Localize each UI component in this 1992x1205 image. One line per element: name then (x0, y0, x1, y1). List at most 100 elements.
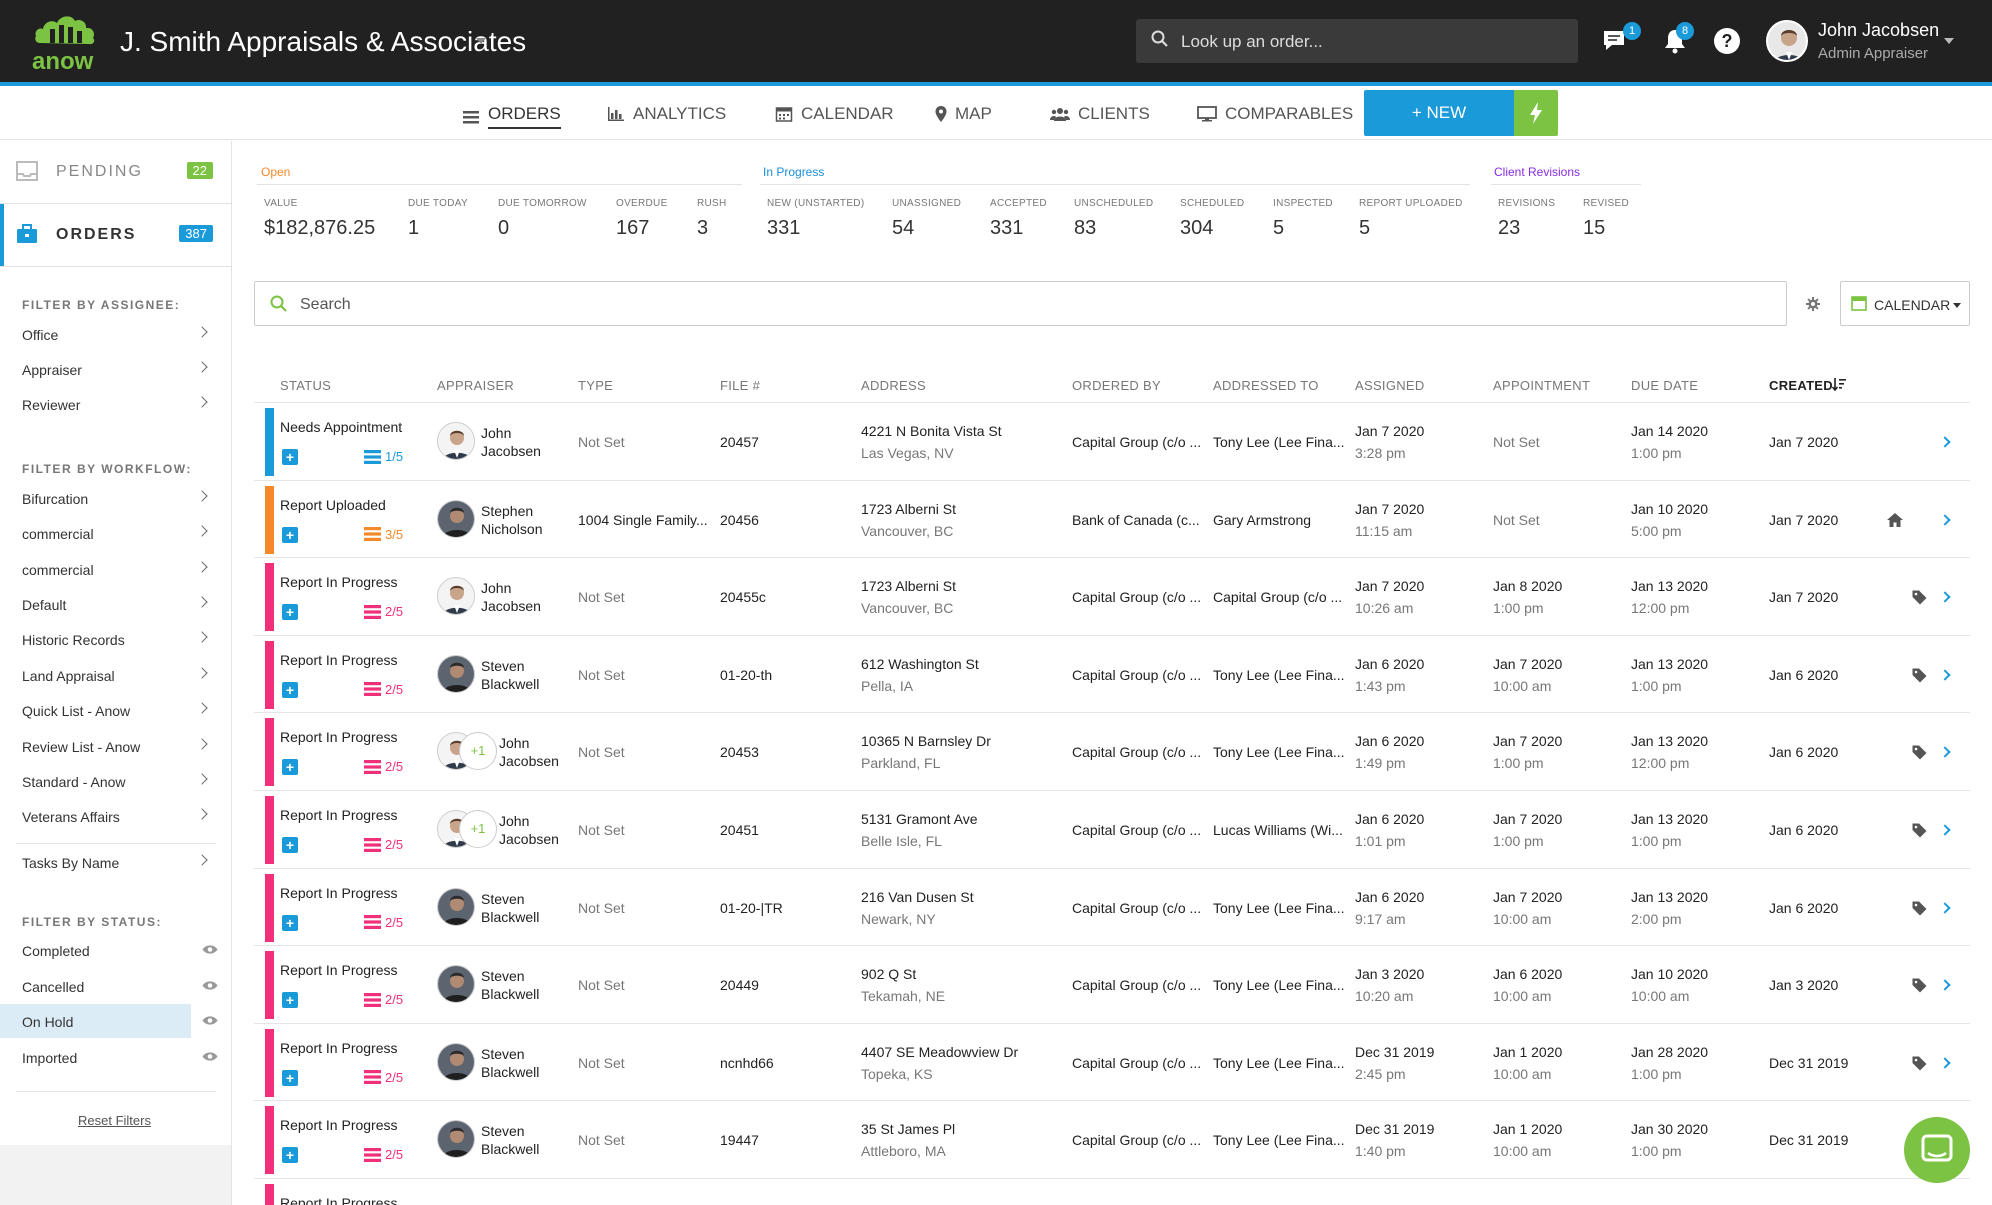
appraiser-name[interactable]: John Jacobsen (481, 579, 541, 615)
tab-calendar[interactable]: CALENDAR (775, 104, 894, 124)
appraiser-name[interactable]: Steven Blackwell (481, 967, 539, 1003)
chevron-right-icon[interactable] (1939, 513, 1951, 526)
task-progress[interactable]: 2/5 (364, 915, 403, 930)
appraiser-name[interactable]: Steven Blackwell (481, 1045, 539, 1081)
table-row[interactable]: Report In Progress +2/5 Steven Blackwell Not… (254, 1022, 1970, 1100)
stat-value[interactable]: 15 (1583, 217, 1606, 239)
chevron-right-icon[interactable] (1939, 669, 1951, 681)
tag-icon[interactable] (1912, 978, 1927, 993)
reset-filters-link[interactable]: Reset Filters (78, 1113, 151, 1128)
expand-tasks-button[interactable]: + (282, 1069, 298, 1086)
company-caret-icon[interactable] (476, 38, 486, 44)
filter-assignee-office[interactable]: Office (0, 317, 231, 351)
table-row[interactable]: Report In Progress +2/5 Steven Blackwell Not… (254, 634, 1970, 712)
appraiser-avatar[interactable] (437, 499, 475, 538)
eye-icon[interactable] (202, 1015, 218, 1026)
task-progress[interactable]: 3/5 (364, 527, 403, 542)
task-progress[interactable]: 2/5 (364, 604, 403, 619)
filter-workflow-item[interactable]: Land Appraisal (0, 658, 231, 692)
anow-logo[interactable]: anow (30, 9, 104, 73)
filter-status-cancelled[interactable]: Cancelled (0, 969, 231, 1003)
appraiser-avatar[interactable] (437, 965, 475, 1004)
column-header-addressed-to[interactable]: ADDRESSED TO (1213, 378, 1319, 393)
task-progress[interactable]: 1/5 (364, 449, 403, 464)
filter-workflow-item[interactable]: commercial (0, 552, 231, 586)
additional-appraisers-badge[interactable]: +1 (459, 732, 497, 771)
company-name[interactable]: J. Smith Appraisals & Associates (120, 26, 527, 57)
tag-icon[interactable] (1912, 1056, 1927, 1071)
column-header-due-date[interactable]: DUE DATE (1631, 378, 1699, 393)
stat-value[interactable]: 5 (1359, 217, 1371, 239)
stat-value[interactable]: 331 (767, 217, 801, 239)
stat-value[interactable]: 167 (616, 217, 650, 239)
home-icon[interactable] (1887, 512, 1903, 527)
chevron-right-icon[interactable] (1939, 979, 1951, 991)
chevron-right-icon[interactable] (1939, 1057, 1951, 1069)
task-progress[interactable]: 2/5 (364, 837, 403, 852)
calendar-view-button[interactable]: CALENDAR (1840, 281, 1970, 326)
filter-status-completed[interactable]: Completed (0, 933, 231, 967)
appraiser-avatar[interactable] (437, 654, 475, 693)
appraiser-name[interactable]: Steven Blackwell (481, 890, 539, 926)
stat-value[interactable]: 304 (1180, 217, 1214, 239)
chevron-right-icon[interactable] (1939, 901, 1951, 914)
expand-tasks-button[interactable]: + (282, 992, 298, 1009)
filter-status-imported[interactable]: Imported (0, 1040, 231, 1074)
stat-value[interactable]: 54 (892, 217, 915, 239)
filter-status-on-hold[interactable]: On Hold (0, 1004, 231, 1038)
task-progress[interactable]: 2/5 (364, 682, 403, 697)
appraiser-name[interactable]: Steven Blackwell (481, 657, 539, 693)
stat-value[interactable]: 3 (697, 217, 709, 239)
expand-tasks-button[interactable]: + (282, 526, 298, 543)
filter-workflow-item[interactable]: Bifurcation (0, 481, 231, 515)
chevron-right-icon[interactable] (1939, 824, 1951, 836)
chevron-right-icon[interactable] (1939, 436, 1951, 448)
tag-icon[interactable] (1912, 745, 1927, 760)
tag-icon[interactable] (1912, 668, 1927, 683)
stat-value[interactable]: 0 (498, 217, 510, 239)
stat-value[interactable]: 1 (408, 217, 420, 239)
filter-workflow-item[interactable]: Standard - Anow (0, 764, 231, 798)
appraiser-avatar[interactable] (437, 1120, 475, 1159)
appraiser-name[interactable]: Stephen Nicholson (481, 502, 542, 538)
column-header-ordered-by[interactable]: ORDERED BY (1072, 378, 1161, 393)
messages-icon[interactable] (1600, 26, 1630, 56)
task-progress[interactable]: 2/5 (364, 1070, 403, 1085)
table-row[interactable]: Report In Progress +2/5 Steven Blackwell Not… (254, 867, 1970, 945)
table-row[interactable]: Report In Progress +2/5 +1 John Jacobsen Not … (254, 712, 1970, 789)
filter-workflow-item[interactable]: Veterans Affairs (0, 799, 231, 833)
appraiser-avatar[interactable] (437, 422, 475, 460)
additional-appraisers-badge[interactable]: +1 (459, 810, 497, 848)
tab-map[interactable]: MAP (935, 104, 992, 124)
appraiser-name[interactable]: John Jacobsen (499, 812, 559, 848)
user-menu-caret-icon[interactable] (1944, 38, 1954, 44)
filter-workflow-item[interactable]: Default (0, 587, 231, 621)
task-progress[interactable]: 2/5 (364, 759, 403, 774)
new-order-button[interactable]: + NEW (1364, 90, 1514, 136)
table-row[interactable]: Report In Progress (254, 1178, 1970, 1205)
eye-icon[interactable] (202, 944, 218, 955)
stat-value[interactable]: 331 (990, 217, 1024, 239)
filter-tasks-by-name[interactable]: Tasks By Name (0, 845, 231, 879)
appraiser-name[interactable]: Steven Blackwell (481, 1122, 539, 1158)
tab-comparables[interactable]: COMPARABLES (1197, 104, 1353, 124)
filter-workflow-item[interactable]: Historic Records (0, 622, 231, 656)
eye-icon[interactable] (202, 980, 218, 991)
column-header-file[interactable]: FILE # (720, 378, 761, 393)
user-avatar[interactable] (1766, 20, 1808, 62)
tab-analytics[interactable]: ANALYTICS (607, 104, 726, 124)
table-row[interactable]: Needs Appointment +1/5 John Jacobsen Not Set… (254, 402, 1970, 479)
appraiser-avatar[interactable] (437, 577, 475, 616)
stat-value[interactable]: 23 (1498, 217, 1521, 239)
column-header-appointment[interactable]: APPOINTMENT (1493, 378, 1591, 393)
task-progress[interactable]: 2/5 (364, 992, 403, 1007)
orders-search-input[interactable]: Search (254, 281, 1787, 326)
appraiser-name[interactable]: John Jacobsen (481, 424, 541, 460)
sidebar-tab-pending[interactable]: PENDING 22 (0, 141, 231, 203)
table-row[interactable]: Report In Progress +2/5 Steven Blackwell Not… (254, 945, 1970, 1022)
tag-icon[interactable] (1912, 590, 1927, 605)
tag-icon[interactable] (1912, 823, 1927, 838)
stat-value[interactable]: 5 (1273, 217, 1285, 239)
filter-workflow-item[interactable]: commercial (0, 516, 231, 550)
appraiser-avatar[interactable] (437, 887, 475, 926)
